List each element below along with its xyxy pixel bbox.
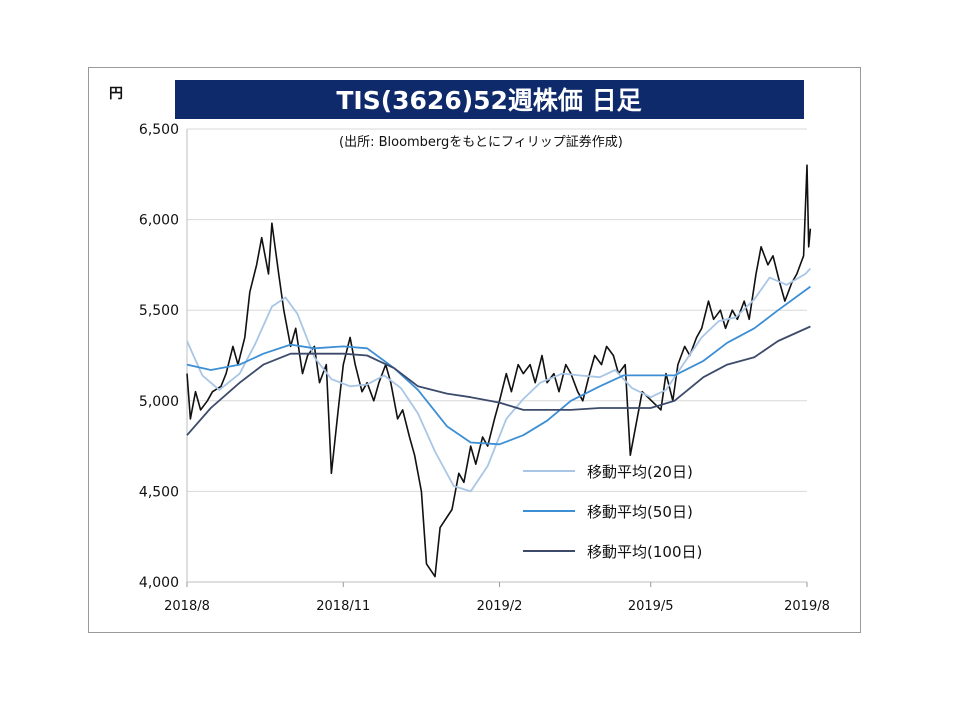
y-tick-label: 6,500 (139, 122, 179, 138)
ma-series-line-1 (186, 267, 812, 493)
y-tick-label: 4,000 (139, 575, 179, 591)
chart-title: TIS(3626)52週株価 日足 (336, 86, 641, 115)
x-tick-label: 2018/11 (316, 599, 370, 614)
chart-subtitle: (出所: Bloombergをもとにフィリップ証券作成) (339, 134, 623, 150)
legend-label: 移動平均(20日) (587, 463, 693, 481)
price-layer (186, 164, 812, 578)
y-tick-label: 6,000 (139, 213, 179, 229)
y-tick-label: 4,500 (139, 484, 179, 500)
ma-layer (186, 267, 812, 493)
ma-series-line-2 (186, 285, 811, 446)
legend-label: 移動平均(100日) (587, 543, 702, 561)
chart-svg: TIS(3626)52週株価 日足 (出所: Bloombergをもとにフィリッ… (109, 80, 830, 614)
legend-label: 移動平均(50日) (587, 503, 693, 521)
price-series-line (186, 164, 812, 578)
chart-frame: TIS(3626)52週株価 日足 (出所: Bloombergをもとにフィリッ… (88, 67, 861, 633)
x-tick-label: 2019/5 (628, 599, 674, 614)
title-banner (175, 80, 804, 119)
x-tick-label: 2018/8 (164, 599, 210, 614)
x-tick-label: 2019/8 (784, 599, 830, 614)
x-tick-label: 2019/2 (477, 599, 523, 614)
legend: 移動平均(20日) 移動平均(50日) 移動平均(100日) (523, 463, 702, 561)
axis-layer: 6,500 6,000 5,500 5,000 4,500 4,000 2018/8 2018… (139, 122, 830, 614)
y-tick-label: 5,000 (139, 394, 179, 410)
grid-layer (187, 128, 807, 492)
y-tick-label: 5,500 (139, 303, 179, 319)
ma-series-line-3 (186, 325, 811, 436)
y-axis-unit: 円 (109, 86, 123, 102)
